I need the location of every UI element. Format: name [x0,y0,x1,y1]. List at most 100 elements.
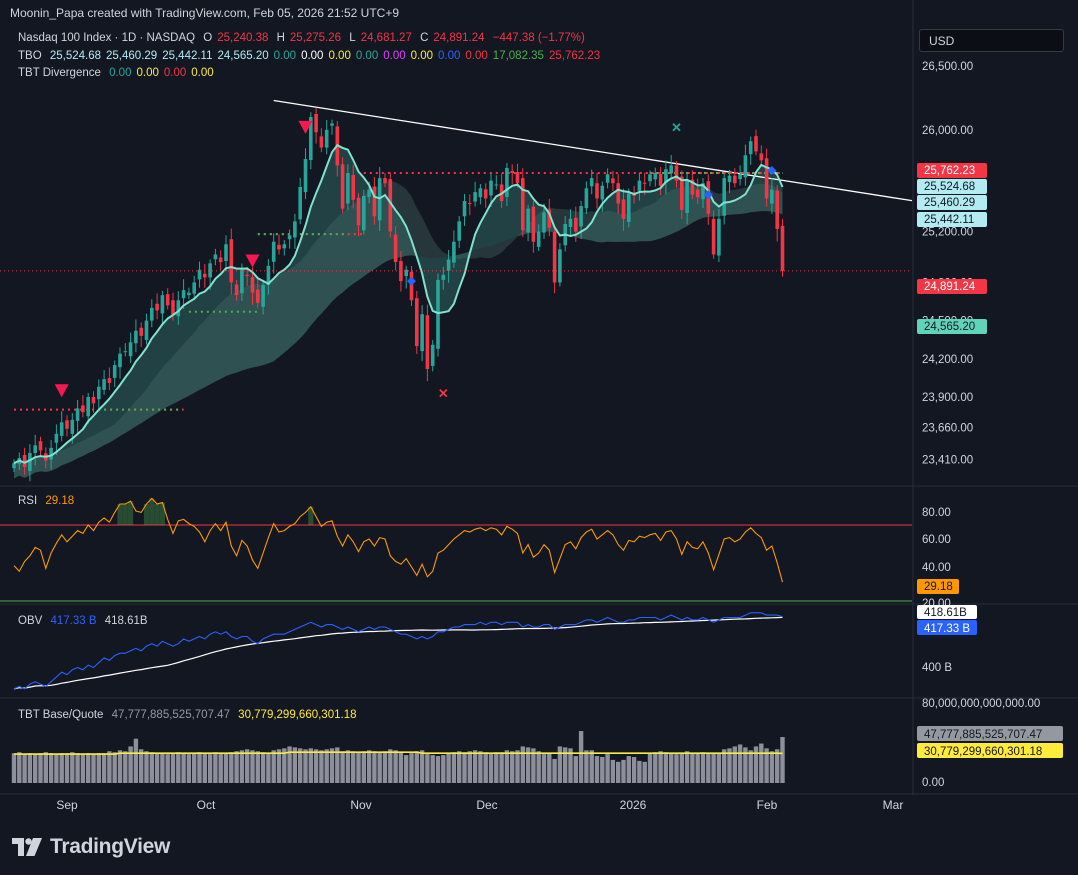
tbt-base-bar [557,746,563,783]
candle-body [123,351,128,353]
tbt-base-bar [769,751,775,783]
tbt-base-bar [239,750,245,783]
price-axis-label: 25,762.23 [924,165,975,177]
candle-body [383,178,387,184]
tbt-base-bar [658,751,663,783]
tbt-base-bar [17,752,22,783]
sell-signal-triangle [54,384,69,398]
tbt-base-bar [197,752,202,783]
candle-body [642,182,647,184]
candle-body [213,254,218,260]
time-axis-label: Sep [56,798,78,812]
tbt-base-bar [488,753,494,783]
candle-body [505,167,509,197]
tbt-tick-label: 0.00 [922,777,944,789]
candle-body [727,175,732,183]
tbt-base-axis-label: 47,777,885,525,707.47 [924,729,1042,741]
tbt-base-bar [144,751,149,783]
tbt-base-bar [600,757,605,783]
tbt-base-bar [722,749,727,783]
obv-label-bg [917,620,977,635]
candle-body [309,117,313,161]
tbt-base-bar [775,749,780,783]
tbt-base-bar [393,750,398,783]
tbt-base-bar [75,753,80,783]
tbt-base-bar [679,753,684,783]
tbt-base-bar [319,750,324,783]
tbt-base-bar [764,748,769,783]
candle-body [743,155,748,178]
tbt-base-bar [186,754,192,783]
tbo-value-13: 25,762.23 [548,50,601,62]
tbo-value-8: 0.00 [383,50,406,62]
candle-body [112,365,117,378]
tbt-base-bar [372,751,377,783]
tbt-base-bar [192,753,197,783]
tbt-base-bar [266,753,271,783]
candle-body [287,235,292,240]
obv-legend: OBV 417.33 B 418.61B [18,615,153,627]
tbt-base-bar [759,743,764,783]
trend-line [273,99,913,202]
tbt-base-bar [695,753,700,783]
tbo-value-4: 0.00 [273,50,297,62]
tbt-base-bar [292,747,298,783]
candle-body [298,187,302,220]
div-value-0: 0.00 [109,67,132,79]
tbo-value-7: 0.00 [355,50,379,62]
candle-body [600,185,605,200]
cross-signal [439,388,448,398]
symbol-name[interactable]: Nasdaq 100 Index · 1D · NASDAQ [18,32,196,44]
close-value: 24,891.24 [433,32,485,44]
change-value: −447.38 (−1.77%) [492,32,585,44]
tbt-base-bar [112,752,117,783]
candle-body [589,178,594,187]
tbt-base-bar [637,760,642,783]
candle-body [362,195,366,231]
tbo-name[interactable]: TBO [18,50,42,62]
tbt-base-bar [70,752,75,783]
divergence-name[interactable]: TBT Divergence [18,67,101,79]
candle-body [245,274,249,277]
candle-body [150,307,154,321]
candle-body [134,330,138,344]
candle-body [181,290,186,299]
candle-body [425,315,430,369]
high-value: 25,275.26 [289,32,342,44]
candle-body [669,165,673,174]
candle-body [197,269,202,280]
candle-body [605,174,610,183]
tbt-base-bar [271,750,276,783]
tbt-base-bar [361,751,366,783]
diamond-signal [703,190,713,200]
candle-body [717,218,721,256]
tradingview-brand[interactable]: TradingView [12,835,170,859]
tbt-name[interactable]: TBT Base/Quote [18,709,104,721]
candle-body [277,244,281,250]
tbt-base-bar [732,746,737,783]
candle-body [441,274,446,280]
rsi-overbought-fill [117,498,314,525]
candle-body [770,189,774,204]
tbt-base-label-bg [917,726,1063,741]
candle-body [648,174,652,182]
rsi-name[interactable]: RSI [18,495,38,507]
tbt-base-bar [107,751,112,783]
tbt-base-bar [48,753,54,783]
tbt-base-bar [706,753,711,783]
currency-selector[interactable]: USD [919,29,1064,52]
candle-body [680,176,684,210]
price-axis-label: 25,460.29 [924,197,975,209]
tbt-base-bar [594,756,600,783]
tbt-legend: TBT Base/Quote 47,777,885,525,707.47 30,… [18,709,361,721]
tbt-base-bar [642,761,647,783]
tbt-base-bar [351,751,356,783]
obv-name[interactable]: OBV [18,615,43,627]
tbt-base-bar [743,747,748,783]
price-axis-label: 24,565.20 [924,321,975,333]
price-tick-label: 25,200.00 [922,227,973,239]
candle-body [515,172,520,184]
tbt-base-bar [260,752,266,783]
tbt-base-bar [610,759,616,783]
